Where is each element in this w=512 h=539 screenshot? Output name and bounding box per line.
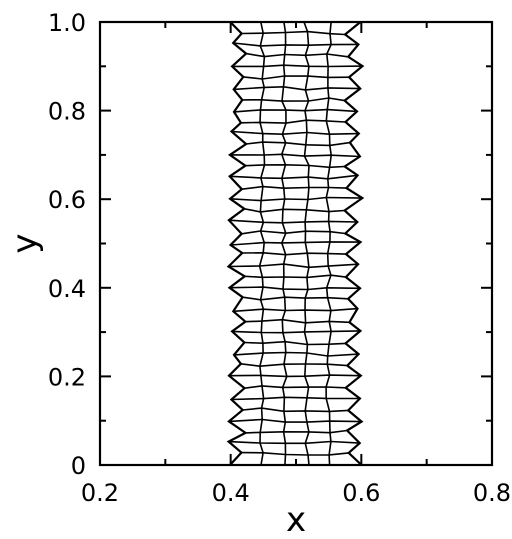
y-tick-label: 0.4	[48, 275, 86, 303]
mesh-row-line	[244, 385, 346, 389]
y-tick-label: 0	[71, 452, 86, 480]
y-tick-label: 1.0	[48, 9, 86, 37]
mesh-row-line	[240, 119, 346, 124]
mesh-row-line	[244, 274, 347, 279]
mesh-row-line	[244, 340, 346, 346]
mesh-row-line	[241, 185, 347, 190]
mesh-row-line	[228, 440, 360, 445]
mesh-row-line	[245, 429, 348, 434]
mesh-row-line	[232, 64, 363, 68]
mesh-row-line	[240, 363, 348, 368]
mesh-row-line	[229, 286, 361, 291]
mesh-row-line	[231, 130, 359, 136]
mesh-row-line	[233, 108, 358, 113]
mesh-row-line	[245, 52, 349, 58]
mesh-row-line	[233, 351, 359, 357]
mesh-row-line	[246, 141, 351, 147]
mesh-row-line	[241, 30, 346, 36]
mesh-row-line	[244, 208, 345, 213]
mesh-column-line	[226, 21, 248, 466]
x-tick-label: 0.8	[473, 479, 511, 507]
mesh-row-line	[230, 241, 361, 246]
mesh-row-line	[242, 407, 349, 413]
mesh-row-line	[228, 263, 359, 269]
mesh-row-line	[231, 396, 360, 401]
mesh-row-line	[233, 42, 359, 47]
y-axis-label: y	[5, 233, 45, 253]
mesh-row-line	[230, 196, 363, 202]
mesh-row-line	[233, 307, 358, 313]
x-tick-label: 0.6	[342, 479, 380, 507]
mesh-row-line	[232, 330, 361, 334]
plot-area-frame	[98, 20, 494, 467]
x-tick-label: 0.2	[81, 479, 119, 507]
mesh-row-line	[233, 85, 361, 91]
mesh-row-line	[228, 418, 362, 423]
mesh-column-line	[303, 21, 310, 466]
mesh-row-line	[245, 163, 345, 169]
mesh-column-line	[280, 21, 288, 466]
x-tick-label: 0.4	[212, 479, 250, 507]
x-axis-label: x	[286, 500, 306, 539]
mesh-row-line	[229, 174, 358, 180]
mesh-row-line	[242, 251, 347, 256]
mesh-column-line	[325, 21, 333, 466]
y-tick-label: 0.8	[48, 98, 86, 126]
mesh-row-line	[241, 230, 346, 235]
mesh-column-line	[342, 21, 365, 466]
mesh-row-line	[228, 374, 361, 378]
mesh-row-line	[242, 296, 349, 301]
y-tick-label: 0.6	[48, 186, 86, 214]
tick-labels: 0.2 0.4 0.6 0.800.20.40.60.81.0	[48, 9, 511, 507]
mesh-column-line	[258, 21, 266, 466]
mesh-row-line	[229, 153, 360, 158]
mesh-row-line	[245, 318, 350, 324]
mesh-row-line	[228, 219, 358, 224]
mesh-row-line	[241, 451, 349, 456]
mesh-row-line	[242, 97, 345, 102]
mesh-series	[226, 21, 365, 466]
mesh-row-line	[243, 75, 350, 80]
y-tick-label: 0.2	[48, 363, 86, 391]
